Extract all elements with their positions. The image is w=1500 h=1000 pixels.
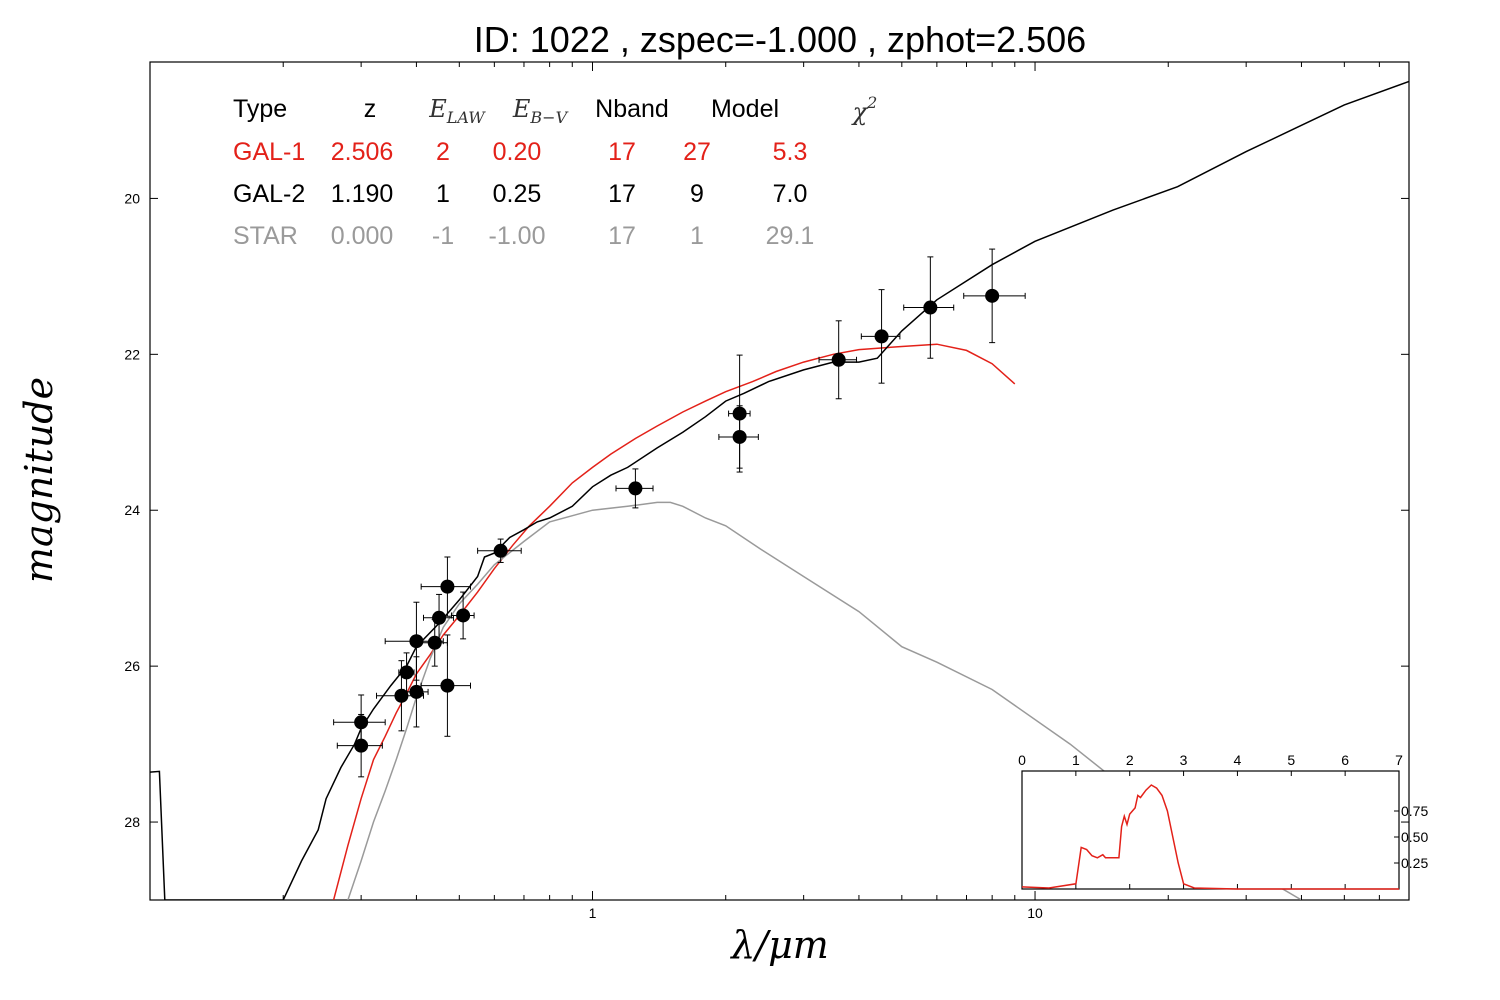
data-marker <box>440 579 455 594</box>
table-cell: 7.0 <box>773 180 808 208</box>
data-marker <box>427 635 442 650</box>
y-tick-label: 28 <box>124 814 140 830</box>
table-cell: GAL-1 <box>233 138 305 166</box>
data-point-6 <box>384 601 444 681</box>
y-tick-label: 20 <box>124 190 140 206</box>
table-cell: STAR <box>233 222 298 250</box>
data-marker <box>456 608 471 623</box>
table-cell: 0.25 <box>493 180 542 208</box>
data-marker <box>831 352 846 367</box>
data-point-13 <box>615 468 654 509</box>
y-tick-label: 22 <box>124 346 140 362</box>
data-point-15 <box>718 405 759 469</box>
table-cell: 17 <box>608 138 636 166</box>
series-line-3 <box>347 501 1302 900</box>
table-header-cell: χ2 <box>851 93 878 126</box>
inset-y-tick-label: 0.25 <box>1401 855 1428 871</box>
inset-x-tick-label: 4 <box>1234 752 1242 768</box>
inset-pdf-curve <box>1021 784 1399 890</box>
data-point-9 <box>420 556 472 617</box>
table-row: STAR 0.000 -1 -1.00 17 1 29.1 <box>233 222 814 250</box>
table-cell: 17 <box>608 222 636 250</box>
table-cell: 2 <box>436 138 450 166</box>
table-header-cell: z <box>364 95 377 123</box>
x-tick-label: 10 <box>1027 905 1043 921</box>
inset-x-tick-label: 7 <box>1395 752 1403 768</box>
data-point-18 <box>903 256 955 359</box>
series-line-2 <box>150 80 1409 900</box>
table-rows: GAL-1 2.506 2 0.20 17 27 5.3 GAL-2 1.190 1 0.25 17 9… <box>233 138 814 250</box>
data-point-17 <box>860 289 901 384</box>
data-point-7 <box>420 618 448 667</box>
data-marker <box>874 329 889 344</box>
y-tick-label: 26 <box>124 658 140 674</box>
table-cell: 9 <box>690 180 704 208</box>
data-marker <box>409 634 424 649</box>
data-marker <box>399 665 414 680</box>
x-axis-label: λ/μm <box>729 923 829 967</box>
data-point-12 <box>477 538 522 563</box>
data-point-19 <box>963 248 1026 344</box>
inset-x-tick-label: 2 <box>1126 752 1134 768</box>
inset-x-tick-label: 1 <box>1072 752 1080 768</box>
table-header: Type z ELAW EB−V Nband Model χ2 <box>233 93 877 127</box>
data-point-2 <box>336 713 383 778</box>
table-cell: 2.506 <box>331 138 394 166</box>
data-marker <box>440 678 455 693</box>
table-cell: 0.20 <box>493 138 542 166</box>
data-marker <box>732 429 747 444</box>
table-header-cell: EB−V <box>512 95 569 127</box>
table-cell: 1.190 <box>331 180 394 208</box>
x-ticks: 1 10 <box>149 62 1410 921</box>
inset-y-tick-label: 0.75 <box>1401 803 1428 819</box>
table-row: GAL-1 2.506 2 0.20 17 27 5.3 <box>233 138 807 166</box>
table-cell: 1 <box>436 180 450 208</box>
data-marker <box>409 684 424 699</box>
inset-curve-layer <box>1021 784 1399 890</box>
data-marker <box>628 481 643 496</box>
data-point-11 <box>450 591 475 640</box>
chart-title: ID: 1022 , zspec=-1.000 , zphot=2.506 <box>474 19 1086 60</box>
x-tick-label: 1 <box>589 905 597 921</box>
table-header-cell: Model <box>711 95 779 123</box>
inset-x-tick-label: 0 <box>1018 752 1026 768</box>
table-header-cell: Nband <box>595 95 669 123</box>
fit-summary-table: Type z ELAW EB−V Nband Model χ2 GAL-1 2.506 2 0.2… <box>233 93 877 250</box>
table-cell: 0.000 <box>331 222 394 250</box>
data-marker <box>432 610 447 625</box>
inset-x-tick-label: 5 <box>1287 752 1295 768</box>
data-marker <box>923 300 938 315</box>
table-cell: -1 <box>432 222 454 250</box>
inset-x-tick-label: 3 <box>1180 752 1188 768</box>
redshift-pdf-inset: 0 1 2 3 4 5 6 7 0.25 0.50 0.75 <box>1018 752 1428 890</box>
table-cell: 5.3 <box>773 138 808 166</box>
inset-y-tick-label: 0.50 <box>1401 829 1428 845</box>
data-point-10 <box>420 634 472 737</box>
table-cell: 27 <box>683 138 711 166</box>
inset-frame <box>1021 770 1400 890</box>
table-cell: 29.1 <box>766 222 815 250</box>
table-cell: -1.00 <box>489 222 546 250</box>
data-marker <box>354 738 369 753</box>
inset-x-tick-label: 6 <box>1341 752 1349 768</box>
plot-frame <box>149 61 1410 901</box>
table-cell: 17 <box>608 180 636 208</box>
data-point-16 <box>818 320 858 400</box>
data-marker <box>493 543 508 558</box>
table-cell: GAL-2 <box>233 180 305 208</box>
table-cell: 1 <box>690 222 704 250</box>
y-axis-label: magnitude <box>17 377 61 583</box>
data-marker <box>985 288 1000 303</box>
data-points <box>333 248 1026 778</box>
y-tick-label: 24 <box>124 502 140 518</box>
data-point-4 <box>398 652 415 693</box>
inset-ticks: 0 1 2 3 4 5 6 7 0.25 0.50 0.75 <box>1018 752 1428 889</box>
table-header-cell: ELAW <box>428 95 486 127</box>
table-row: GAL-2 1.190 1 0.25 17 9 7.0 <box>233 180 807 208</box>
table-header-cell: Type <box>233 95 287 123</box>
